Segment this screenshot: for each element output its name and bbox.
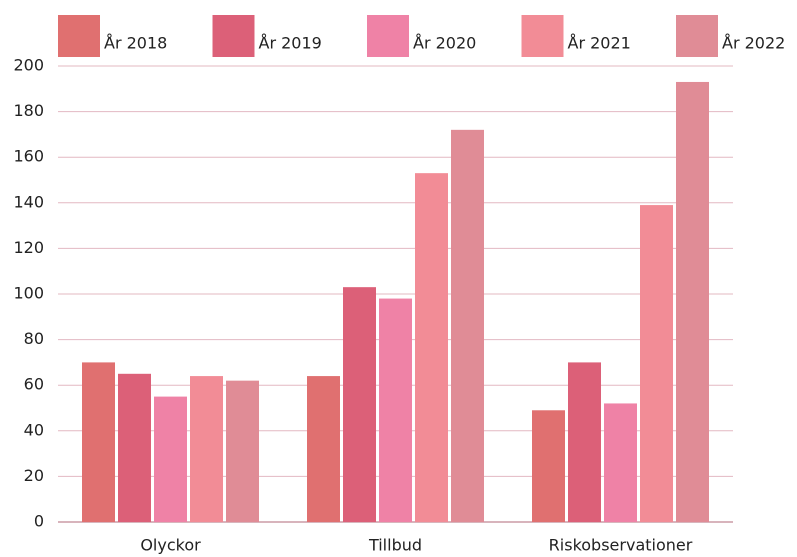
y-tick-label: 40	[24, 420, 44, 439]
bar	[190, 376, 223, 522]
y-tick-label: 180	[13, 101, 44, 120]
bar	[568, 362, 601, 522]
legend-swatch	[212, 15, 255, 57]
legend-label: År 2021	[568, 34, 631, 53]
y-tick-label: 200	[13, 56, 44, 75]
legend-swatch	[676, 15, 718, 57]
y-tick-label: 140	[13, 192, 44, 211]
legend-label: År 2018	[104, 34, 167, 53]
legend-label: År 2022	[722, 34, 785, 53]
y-tick-label: 60	[24, 375, 44, 394]
legend-swatch	[58, 15, 100, 57]
legend-label: År 2019	[259, 34, 322, 53]
x-tick-label: Tillbud	[368, 536, 422, 555]
bar	[226, 380, 259, 522]
y-tick-label: 100	[13, 284, 44, 303]
bar	[307, 376, 340, 522]
legend-swatch	[521, 15, 564, 57]
y-tick-label: 80	[24, 329, 44, 348]
bar	[154, 396, 187, 522]
bar	[604, 403, 637, 522]
y-tick-label: 160	[13, 147, 44, 166]
legend-label: År 2020	[413, 34, 476, 53]
bar	[676, 81, 709, 523]
y-tick-label: 0	[34, 512, 44, 531]
x-tick-label: Riskobservationer	[549, 536, 693, 555]
legend-swatch	[367, 15, 409, 57]
y-tick-label: 120	[13, 238, 44, 257]
x-tick-label: Olyckor	[140, 536, 201, 555]
bar	[118, 373, 151, 522]
bar	[82, 362, 115, 522]
bar	[532, 410, 565, 522]
bar	[451, 129, 484, 522]
bar	[640, 205, 673, 522]
bar	[343, 287, 376, 522]
bar	[415, 173, 448, 522]
bar	[379, 298, 412, 522]
y-tick-label: 20	[24, 466, 44, 485]
